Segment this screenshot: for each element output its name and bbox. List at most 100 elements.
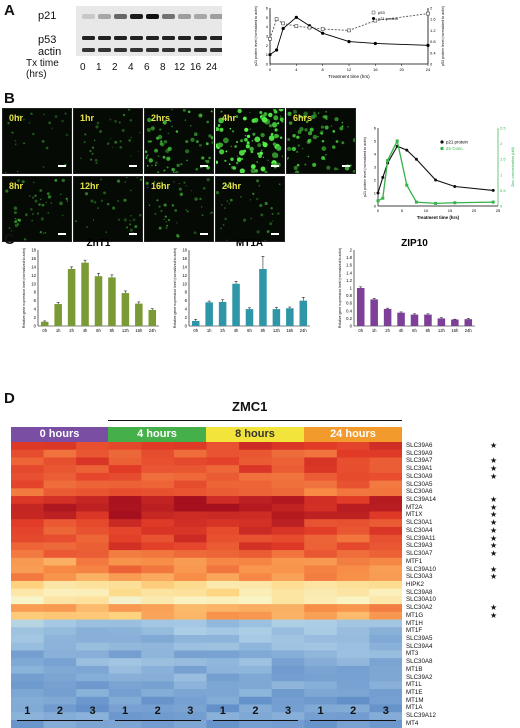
heatmap-cell xyxy=(369,588,402,597)
heatmap-cell xyxy=(271,511,305,520)
band-p53 xyxy=(194,36,207,40)
heatmap-cell xyxy=(11,465,45,474)
heatmap-cell xyxy=(76,681,110,690)
heatmap-cell xyxy=(271,519,305,528)
heatmap-cell xyxy=(141,650,175,659)
time-header-24h: 24 hours xyxy=(304,427,402,442)
heatmap-cell xyxy=(369,496,402,505)
y2-tick-label: 2 xyxy=(500,141,503,146)
replicate-label: 3 xyxy=(382,705,389,717)
y-tick-label: 2 xyxy=(185,315,188,320)
heatmap-cell xyxy=(141,681,175,690)
lane-label: 0 xyxy=(80,62,86,73)
micrograph-time-label: 4hr xyxy=(222,113,237,123)
lane-label: 16 xyxy=(190,62,202,73)
heatmap-cell xyxy=(304,526,338,536)
heatmap-cell xyxy=(43,534,77,543)
heatmap-cell xyxy=(173,442,207,451)
heatmap-cell xyxy=(271,488,305,497)
bar xyxy=(135,303,143,326)
heatmap-cell xyxy=(206,650,240,659)
heatmap-cell xyxy=(76,519,110,528)
heatmap-cell xyxy=(369,465,402,474)
p21-point xyxy=(373,41,377,46)
zn-point xyxy=(395,139,399,143)
heatmap-cell xyxy=(239,580,273,590)
heatmap-cell xyxy=(11,534,45,543)
y-tick-label: 1 xyxy=(374,191,377,196)
heatmap-cell xyxy=(304,542,338,551)
heatmap-cell xyxy=(173,550,207,559)
heatmap-cell xyxy=(304,457,338,466)
y-axis-label: Relative gene expression level (normaliz… xyxy=(338,248,342,328)
heatmap-cell xyxy=(108,503,142,512)
heatmap-cell xyxy=(304,573,338,582)
heatmap-cell xyxy=(206,596,240,605)
band-actin xyxy=(114,48,127,52)
y-tick-label: 1.8 xyxy=(346,255,352,260)
heatmap-cell xyxy=(206,719,240,728)
heatmap-cell xyxy=(11,488,45,497)
gene-label: SLC39A4 xyxy=(406,642,433,650)
heatmap-cell xyxy=(206,465,240,474)
heatmap-cell xyxy=(239,619,273,628)
bar xyxy=(191,320,200,326)
wb-label-p53: p53 xyxy=(38,34,57,46)
heatmap-cell xyxy=(336,650,370,659)
heatmap-cell xyxy=(271,565,305,574)
heatmap-cell xyxy=(206,704,240,713)
heatmap-cell xyxy=(108,534,142,543)
heatmap-cell xyxy=(108,681,142,690)
micrograph-tile: 8hr xyxy=(2,176,72,242)
heatmap-cell xyxy=(11,681,45,690)
heatmap-cell xyxy=(369,557,402,567)
heatmap-cell xyxy=(304,534,338,543)
heatmap-cell xyxy=(369,442,402,451)
heatmap-cell xyxy=(11,627,45,636)
heatmap-cell xyxy=(369,503,402,512)
heatmap-cell xyxy=(43,580,77,590)
x-tick-label: 16h xyxy=(286,328,294,333)
heatmap-cell xyxy=(239,689,273,698)
heatmap-cell xyxy=(43,650,77,659)
micrograph-time-label: 8hr xyxy=(9,181,24,191)
heatmap-cell xyxy=(43,519,77,528)
p21-point xyxy=(434,178,438,182)
heatmap-cell xyxy=(43,550,77,559)
heatmap-cell xyxy=(206,472,240,482)
heatmap-cell xyxy=(76,642,110,651)
heatmap-cell xyxy=(173,596,207,605)
gene-label: SLC30A7 xyxy=(406,550,433,558)
bar xyxy=(286,308,294,326)
band-p21 xyxy=(130,14,143,19)
gene-label: MT1G xyxy=(406,611,424,619)
heatmap-cell xyxy=(141,704,175,713)
zn-point xyxy=(405,183,409,187)
heatmap-cell xyxy=(108,580,142,590)
series-p21-line xyxy=(377,145,494,194)
wb-label-p21: p21 xyxy=(38,10,57,22)
x-tick-label: 20 xyxy=(472,208,477,213)
y-tick-label: 2 xyxy=(374,178,377,183)
heatmap-cell xyxy=(336,503,370,512)
p53-point xyxy=(347,28,351,33)
scale-bar xyxy=(200,165,208,167)
micrograph-tile: 0hr xyxy=(2,108,72,174)
heatmap-cell xyxy=(108,704,142,713)
y2-axis-label: p53 protein level (normalized to actin) xyxy=(441,6,445,66)
heatmap-cell xyxy=(304,619,338,628)
time-header-0h: 0 hours xyxy=(11,427,108,442)
replicate-label: 1 xyxy=(219,705,226,717)
bar xyxy=(218,301,227,326)
replicate-group-line xyxy=(310,720,396,721)
gene-label: MT1M xyxy=(406,696,424,704)
heatmap-cell xyxy=(369,696,402,705)
heatmap-cell xyxy=(271,534,305,543)
heatmap-cell xyxy=(108,719,142,728)
bar xyxy=(108,277,116,326)
y-tick-label: 5 xyxy=(266,15,269,20)
gene-label: SLC30A1 xyxy=(406,519,433,527)
micrograph-time-label: 6hrs xyxy=(293,113,313,123)
heatmap-cell xyxy=(239,565,273,574)
heatmap-cell xyxy=(304,673,338,682)
